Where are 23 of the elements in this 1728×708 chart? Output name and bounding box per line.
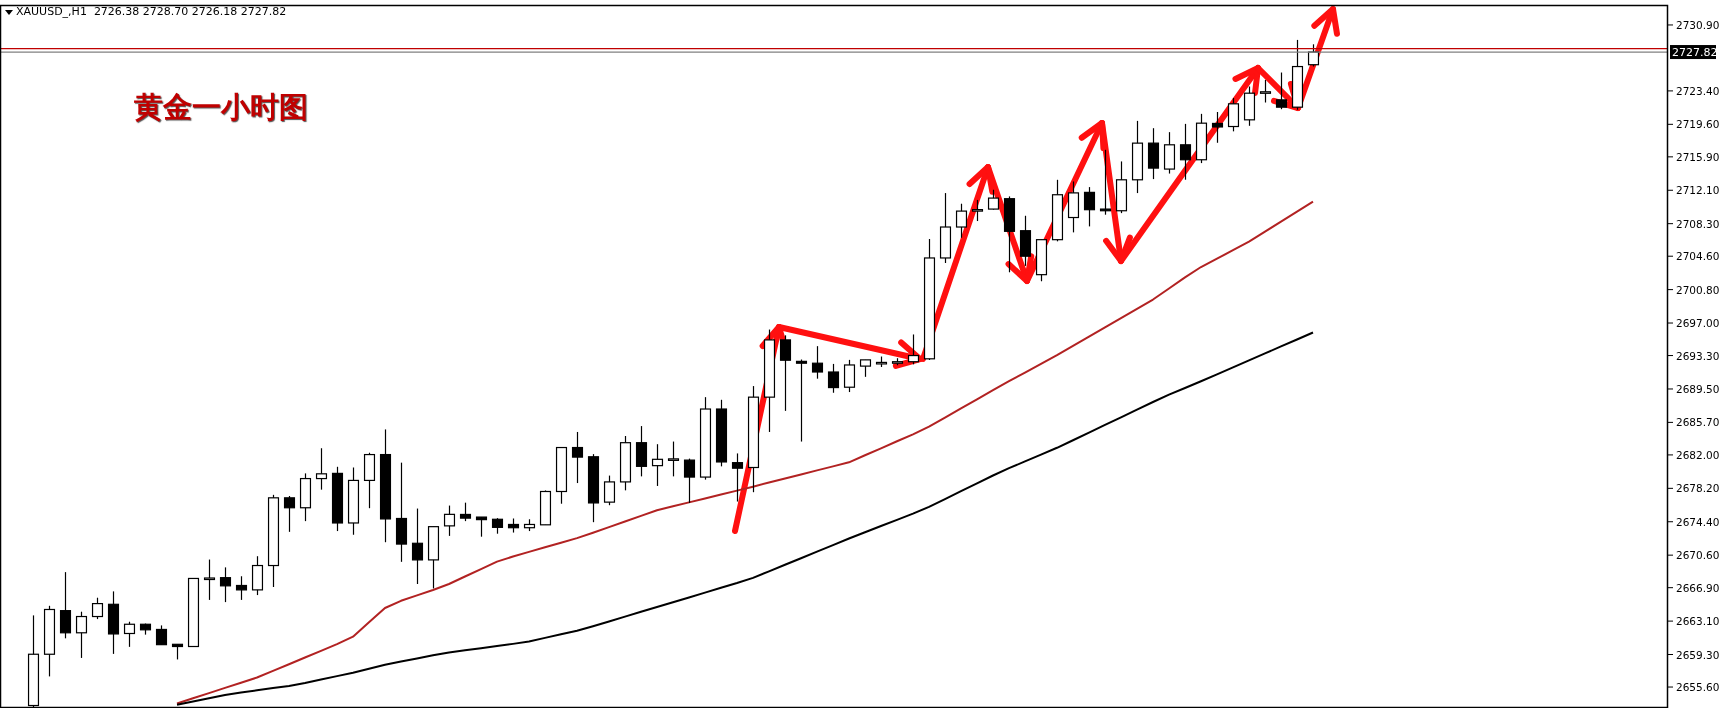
y-tick-label: 2674.40 xyxy=(1676,515,1720,528)
y-tick-label: 2693.30 xyxy=(1676,349,1720,362)
chart-subtitle: XAUUSD_,H1 2726.38 2728.70 2726.18 2727.82 xyxy=(16,5,287,18)
y-tick-label: 2663.10 xyxy=(1676,615,1720,628)
y-tick-label: 2689.50 xyxy=(1676,382,1720,395)
y-tick-label: 2678.20 xyxy=(1676,482,1720,495)
y-tick-label: 2655.60 xyxy=(1676,681,1720,694)
y-tick-label: 2666.90 xyxy=(1676,581,1720,594)
y-tick-label: 2730.90 xyxy=(1676,18,1720,31)
ref-line-label: 2727.82 xyxy=(1672,46,1718,60)
y-tick-label: 2704.60 xyxy=(1676,250,1720,263)
y-tick-label: 2685.70 xyxy=(1676,416,1720,429)
y-tick-label: 2712.10 xyxy=(1676,184,1720,197)
y-tick-label: 2723.40 xyxy=(1676,84,1720,97)
y-tick-label: 2708.30 xyxy=(1676,217,1720,230)
y-tick-label: 2697.00 xyxy=(1676,317,1720,330)
y-tick-label: 2659.30 xyxy=(1676,648,1720,661)
y-tick-label: 2715.90 xyxy=(1676,150,1720,163)
y-tick-label: 2719.60 xyxy=(1676,118,1720,131)
y-tick-label: 2670.60 xyxy=(1676,549,1720,562)
y-tick-label: 2700.80 xyxy=(1676,283,1720,296)
text: 黄金一小时图 xyxy=(133,90,308,124)
y-tick-label: 2682.00 xyxy=(1676,448,1720,461)
